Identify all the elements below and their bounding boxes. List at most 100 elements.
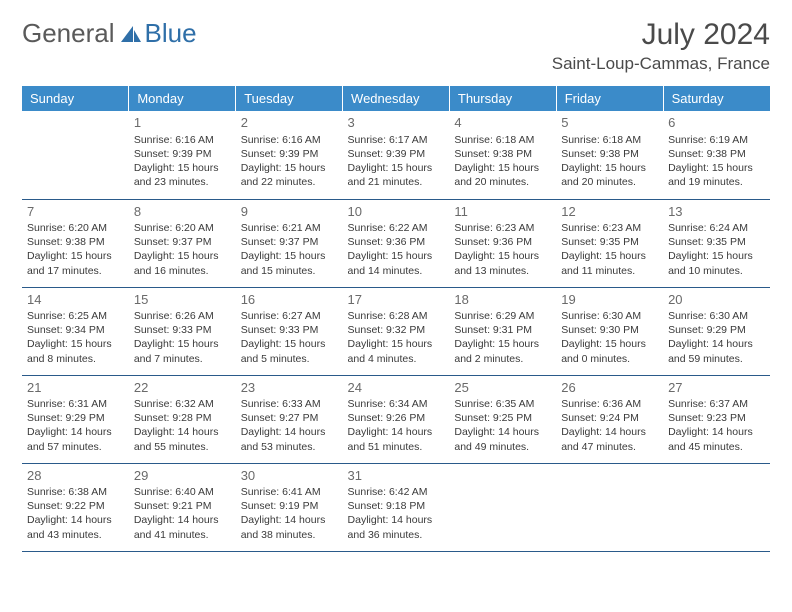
day-info-line: Sunset: 9:37 PM [241,235,338,249]
calendar-day-cell: 25Sunrise: 6:35 AMSunset: 9:25 PMDayligh… [449,375,556,463]
day-number: 31 [348,467,445,485]
calendar-day-cell: 13Sunrise: 6:24 AMSunset: 9:35 PMDayligh… [663,199,770,287]
day-info-line: Daylight: 15 hours [348,161,445,175]
calendar-day-cell: 1Sunrise: 6:16 AMSunset: 9:39 PMDaylight… [129,111,236,199]
day-info-line: and 55 minutes. [134,440,231,454]
calendar-week-row: 14Sunrise: 6:25 AMSunset: 9:34 PMDayligh… [22,287,770,375]
day-header: Wednesday [343,86,450,111]
calendar-body: 1Sunrise: 6:16 AMSunset: 9:39 PMDaylight… [22,111,770,551]
day-info-line: Sunrise: 6:23 AM [561,221,658,235]
calendar-day-cell: 10Sunrise: 6:22 AMSunset: 9:36 PMDayligh… [343,199,450,287]
day-info-line: Sunset: 9:25 PM [454,411,551,425]
day-info-line: Daylight: 15 hours [134,337,231,351]
day-number: 11 [454,203,551,221]
day-info-line: Daylight: 15 hours [454,249,551,263]
day-info-line: Sunset: 9:28 PM [134,411,231,425]
day-info-line: Daylight: 14 hours [348,513,445,527]
calendar-day-cell: 7Sunrise: 6:20 AMSunset: 9:38 PMDaylight… [22,199,129,287]
calendar-day-cell: 5Sunrise: 6:18 AMSunset: 9:38 PMDaylight… [556,111,663,199]
calendar-day-cell: 2Sunrise: 6:16 AMSunset: 9:39 PMDaylight… [236,111,343,199]
day-info-line: Daylight: 14 hours [134,425,231,439]
calendar-day-cell: 17Sunrise: 6:28 AMSunset: 9:32 PMDayligh… [343,287,450,375]
day-number: 24 [348,379,445,397]
day-info-line: Daylight: 15 hours [134,161,231,175]
day-info-line: Sunrise: 6:38 AM [27,485,124,499]
day-info-line: Sunset: 9:31 PM [454,323,551,337]
day-info-line: Sunrise: 6:32 AM [134,397,231,411]
day-info-line: and 59 minutes. [668,352,765,366]
day-number: 28 [27,467,124,485]
day-info-line: and 20 minutes. [561,175,658,189]
calendar-day-cell: 22Sunrise: 6:32 AMSunset: 9:28 PMDayligh… [129,375,236,463]
calendar-day-cell: 29Sunrise: 6:40 AMSunset: 9:21 PMDayligh… [129,463,236,551]
day-info-line: and 17 minutes. [27,264,124,278]
calendar-day-cell: 31Sunrise: 6:42 AMSunset: 9:18 PMDayligh… [343,463,450,551]
day-info-line: Sunset: 9:39 PM [241,147,338,161]
day-number: 19 [561,291,658,309]
calendar-day-cell [22,111,129,199]
calendar-day-cell: 16Sunrise: 6:27 AMSunset: 9:33 PMDayligh… [236,287,343,375]
calendar-day-cell: 24Sunrise: 6:34 AMSunset: 9:26 PMDayligh… [343,375,450,463]
day-info-line: Sunrise: 6:18 AM [454,133,551,147]
calendar-day-cell: 21Sunrise: 6:31 AMSunset: 9:29 PMDayligh… [22,375,129,463]
day-info-line: Sunset: 9:39 PM [348,147,445,161]
day-info-line: and 20 minutes. [454,175,551,189]
day-header: Saturday [663,86,770,111]
day-info-line: Sunset: 9:34 PM [27,323,124,337]
day-number: 3 [348,114,445,132]
day-header: Sunday [22,86,129,111]
location-text: Saint-Loup-Cammas, France [552,54,770,74]
calendar-day-cell: 4Sunrise: 6:18 AMSunset: 9:38 PMDaylight… [449,111,556,199]
day-info-line: and 23 minutes. [134,175,231,189]
day-info-line: and 11 minutes. [561,264,658,278]
day-info-line: Sunrise: 6:30 AM [561,309,658,323]
day-info-line: Daylight: 14 hours [241,513,338,527]
day-info-line: and 41 minutes. [134,528,231,542]
day-info-line: and 49 minutes. [454,440,551,454]
day-info-line: Daylight: 14 hours [27,425,124,439]
day-info-line: and 38 minutes. [241,528,338,542]
calendar-day-cell: 18Sunrise: 6:29 AMSunset: 9:31 PMDayligh… [449,287,556,375]
day-info-line: and 5 minutes. [241,352,338,366]
day-info-line: Sunrise: 6:20 AM [134,221,231,235]
day-info-line: Sunset: 9:29 PM [27,411,124,425]
calendar-day-cell: 6Sunrise: 6:19 AMSunset: 9:38 PMDaylight… [663,111,770,199]
day-info-line: and 47 minutes. [561,440,658,454]
day-info-line: Sunrise: 6:31 AM [27,397,124,411]
calendar-day-cell: 3Sunrise: 6:17 AMSunset: 9:39 PMDaylight… [343,111,450,199]
day-info-line: Daylight: 14 hours [668,337,765,351]
day-info-line: Sunrise: 6:19 AM [668,133,765,147]
day-number: 13 [668,203,765,221]
day-info-line: Sunset: 9:38 PM [27,235,124,249]
day-info-line: and 7 minutes. [134,352,231,366]
day-info-line: Sunrise: 6:20 AM [27,221,124,235]
day-number: 7 [27,203,124,221]
day-number: 12 [561,203,658,221]
day-info-line: and 13 minutes. [454,264,551,278]
day-info-line: and 19 minutes. [668,175,765,189]
calendar-day-cell: 8Sunrise: 6:20 AMSunset: 9:37 PMDaylight… [129,199,236,287]
day-info-line: Daylight: 15 hours [348,337,445,351]
day-info-line: Sunset: 9:32 PM [348,323,445,337]
calendar-day-cell: 14Sunrise: 6:25 AMSunset: 9:34 PMDayligh… [22,287,129,375]
logo: General Blue [22,18,197,49]
day-number: 16 [241,291,338,309]
month-title: July 2024 [552,18,770,52]
day-info-line: Sunset: 9:23 PM [668,411,765,425]
day-number: 30 [241,467,338,485]
day-header: Friday [556,86,663,111]
day-info-line: Daylight: 14 hours [27,513,124,527]
day-info-line: Sunrise: 6:36 AM [561,397,658,411]
day-info-line: Daylight: 15 hours [454,337,551,351]
calendar-week-row: 7Sunrise: 6:20 AMSunset: 9:38 PMDaylight… [22,199,770,287]
day-number: 1 [134,114,231,132]
day-number: 23 [241,379,338,397]
calendar-day-cell: 20Sunrise: 6:30 AMSunset: 9:29 PMDayligh… [663,287,770,375]
logo-sail-icon [119,24,143,44]
calendar-day-cell: 26Sunrise: 6:36 AMSunset: 9:24 PMDayligh… [556,375,663,463]
day-info-line: Sunrise: 6:22 AM [348,221,445,235]
day-number: 8 [134,203,231,221]
day-info-line: Sunset: 9:18 PM [348,499,445,513]
day-number: 14 [27,291,124,309]
calendar-day-cell: 30Sunrise: 6:41 AMSunset: 9:19 PMDayligh… [236,463,343,551]
